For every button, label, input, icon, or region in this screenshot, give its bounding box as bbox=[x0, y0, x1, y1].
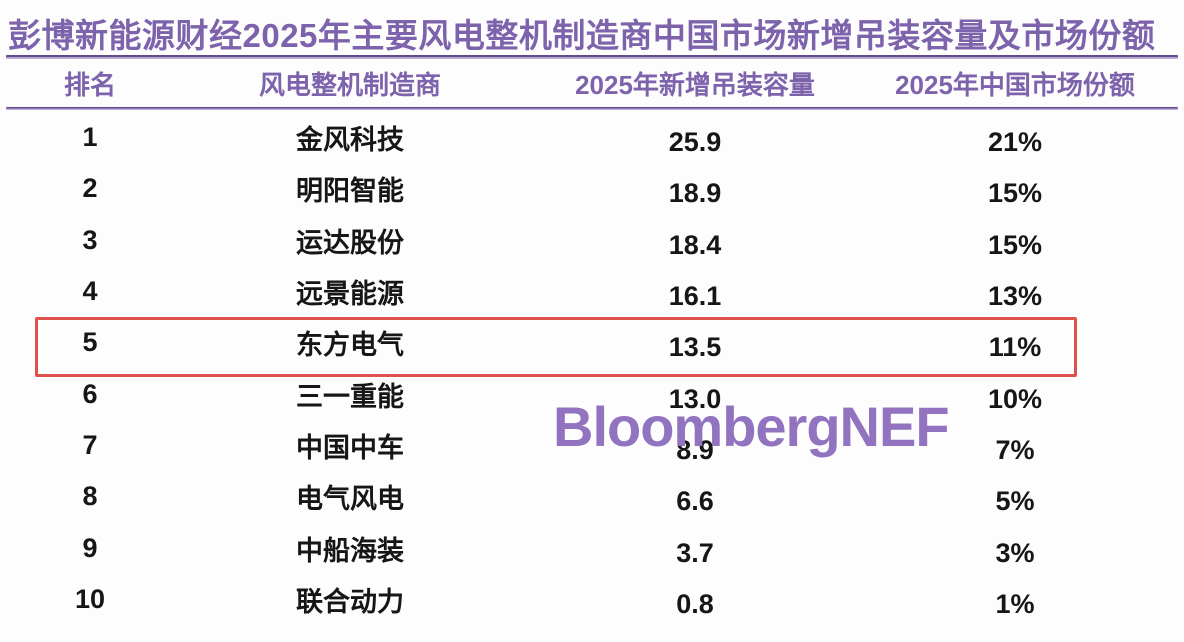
column-header-capacity: 2025年新增吊装容量 bbox=[575, 69, 815, 100]
table-row: 2 明阳智能 18.9 15% bbox=[0, 163, 1184, 214]
manufacturer-cell: 电气风电 bbox=[296, 484, 404, 515]
page-title: 彭博新能源财经2025年主要风电整机制造商中国市场新增吊装容量及市场份额 bbox=[8, 17, 1156, 54]
manufacturer-cell: 东方电气 bbox=[296, 330, 404, 361]
rank-cell: 3 bbox=[82, 224, 98, 255]
capacity-cell: 18.4 bbox=[668, 229, 722, 260]
manufacturer-cell: 金风科技 bbox=[296, 125, 404, 156]
rank-cell: 8 bbox=[82, 481, 98, 512]
share-cell: 10% bbox=[987, 383, 1043, 414]
table-body: 1 金风科技 25.9 21% 2 明阳智能 18.9 15% 3 运达股份 1… bbox=[0, 112, 1184, 625]
share-cell: 7% bbox=[995, 434, 1035, 465]
table-row: 3 运达股份 18.4 15% bbox=[0, 215, 1184, 266]
rank-cell: 2 bbox=[82, 173, 98, 204]
manufacturer-cell: 三一重能 bbox=[296, 381, 404, 412]
table-row: 8 电气风电 6.6 5% bbox=[0, 471, 1184, 522]
table-row: 10 联合动力 0.8 1% bbox=[0, 574, 1184, 625]
column-header-manufacturer: 风电整机制造商 bbox=[258, 69, 441, 100]
table-row: 7 中国中车 8.9 7% bbox=[0, 420, 1184, 471]
manufacturer-cell: 联合动力 bbox=[296, 586, 404, 617]
column-header-rank: 排名 bbox=[63, 69, 116, 100]
share-cell: 1% bbox=[995, 588, 1035, 619]
table-row: 9 中船海装 3.7 3% bbox=[0, 522, 1184, 573]
share-cell: 13% bbox=[987, 281, 1043, 312]
manufacturer-cell: 中船海装 bbox=[296, 535, 404, 566]
table-row: 6 三一重能 13.0 10% bbox=[0, 368, 1184, 419]
capacity-cell: 16.1 bbox=[668, 281, 722, 312]
capacity-cell: 13.0 bbox=[668, 383, 722, 414]
share-cell: 5% bbox=[995, 486, 1035, 517]
manufacturer-cell: 中国中车 bbox=[296, 432, 404, 463]
capacity-cell: 13.5 bbox=[668, 332, 722, 363]
capacity-cell: 0.8 bbox=[676, 588, 714, 619]
share-cell: 21% bbox=[987, 127, 1043, 158]
column-header-share: 2025年中国市场份额 bbox=[895, 69, 1135, 100]
table-row: 5 东方电气 13.5 11% bbox=[0, 317, 1184, 368]
rank-cell: 10 bbox=[74, 583, 106, 614]
capacity-cell: 3.7 bbox=[676, 537, 714, 568]
bloombergnef-watermark: BloombergNEF bbox=[553, 395, 950, 458]
rank-cell: 9 bbox=[82, 532, 98, 563]
capacity-cell: 25.9 bbox=[668, 127, 722, 158]
rank-cell: 7 bbox=[82, 429, 98, 460]
capacity-cell: 18.9 bbox=[668, 178, 722, 209]
manufacturer-cell: 运达股份 bbox=[296, 227, 404, 258]
manufacturer-cell: 明阳智能 bbox=[296, 176, 404, 207]
table-row: 4 远景能源 16.1 13% bbox=[0, 266, 1184, 317]
table-header-row: 排名 风电整机制造商 2025年新增吊装容量 2025年中国市场份额 bbox=[0, 60, 1184, 106]
table-row: 1 金风科技 25.9 21% bbox=[0, 112, 1184, 163]
header-top-rule bbox=[6, 55, 1178, 59]
rank-cell: 4 bbox=[82, 276, 98, 307]
rank-cell: 1 bbox=[82, 122, 98, 153]
rank-cell: 5 bbox=[82, 327, 98, 358]
manufacturer-cell: 远景能源 bbox=[296, 279, 404, 310]
share-cell: 15% bbox=[987, 178, 1043, 209]
share-cell: 15% bbox=[987, 229, 1043, 260]
header-bottom-rule bbox=[6, 107, 1178, 110]
capacity-cell: 8.9 bbox=[676, 434, 714, 465]
capacity-cell: 6.6 bbox=[676, 486, 714, 517]
rank-cell: 6 bbox=[82, 378, 98, 409]
share-cell: 11% bbox=[988, 332, 1042, 363]
share-cell: 3% bbox=[995, 537, 1035, 568]
